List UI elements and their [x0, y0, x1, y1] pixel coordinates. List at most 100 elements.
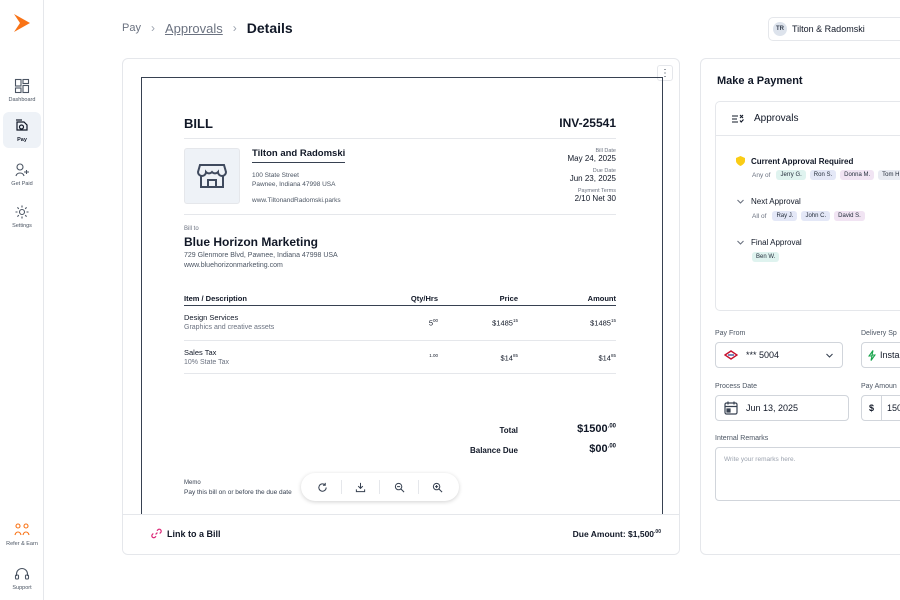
more-options-button[interactable]: ⋮ [657, 65, 673, 81]
delivery-speed-label: Delivery Sp [861, 330, 897, 337]
meta-value: 2/10 Net 30 [574, 194, 616, 203]
process-date-label: Process Date [715, 383, 758, 390]
zoom-in-button[interactable] [426, 477, 450, 497]
delivery-speed-value: Insta [880, 350, 900, 360]
sidebar-item-pay[interactable]: Pay [3, 112, 41, 148]
meta-value: Jun 23, 2025 [569, 174, 616, 183]
balance-due-label: Balance Due [469, 446, 518, 455]
approver-chip: Ray J. [772, 211, 798, 221]
step-title: Next Approval [751, 197, 801, 206]
sidebar: Dashboard Pay Get Paid Settings Refer & [0, 0, 44, 600]
link-icon [151, 528, 162, 539]
org-name: Tilton & Radomski [792, 24, 865, 34]
chevron-down-icon [737, 199, 744, 204]
divider [184, 340, 616, 341]
approver-chip: Jerry G. [776, 170, 806, 180]
column-header-price: Price [499, 294, 518, 303]
sidebar-item-dashboard[interactable]: Dashboard [3, 72, 41, 108]
column-header-qty: Qty/Hrs [410, 294, 438, 303]
total-label: Total [499, 426, 518, 435]
bank-logo-icon [724, 350, 738, 360]
pay-from-value: *** 5004 [746, 350, 780, 360]
chevron-down-icon [737, 240, 744, 245]
breadcrumb-approvals-link[interactable]: Approvals [164, 20, 223, 36]
breadcrumb-root[interactable]: Pay [122, 22, 141, 34]
step-title: Current Approval Required [751, 156, 854, 166]
zoom-out-button[interactable] [387, 477, 411, 497]
pay-amount-value: 150 [887, 403, 900, 413]
sidebar-item-refer-earn[interactable]: Refer & Earn [3, 516, 41, 552]
line-item-price: $148515 [492, 318, 518, 328]
support-icon [14, 567, 30, 580]
bill-to-website: www.bluehorizonmarketing.com [184, 262, 283, 269]
due-amount: Due Amount: $1,500.00 [572, 529, 661, 539]
storefront-icon [197, 164, 227, 188]
download-button[interactable] [349, 477, 373, 497]
approver-chip: John C. [801, 211, 831, 221]
memo-label: Memo [184, 480, 201, 486]
line-item-qty: 500 [428, 318, 438, 328]
rotate-icon [318, 482, 327, 492]
payment-terms: Payment Terms 2/10 Net 30 [575, 188, 616, 203]
delivery-speed-select[interactable]: Insta [861, 342, 900, 368]
step-title: Final Approval [751, 238, 802, 247]
sidebar-item-settings[interactable]: Settings [3, 198, 41, 234]
line-item-amount: $1485 [598, 353, 616, 363]
sidebar-item-label: Dashboard [8, 96, 36, 103]
approvals-header[interactable]: Approvals [716, 102, 900, 136]
sidebar-item-support[interactable]: Support [3, 560, 41, 596]
balance-due-value: $00.00 [589, 443, 616, 455]
pay-amount-label: Pay Amoun [861, 383, 897, 390]
vendor-name: Tilton and Radomski [252, 148, 346, 163]
pay-icon [16, 118, 28, 131]
approval-step-final[interactable]: Final Approval [736, 238, 802, 247]
vendor-logo [184, 148, 240, 204]
bill-to-name: Blue Horizon Marketing [184, 235, 319, 249]
dashboard-icon [14, 78, 30, 93]
total-value: $1500.00 [577, 423, 616, 435]
internal-remarks-textarea[interactable]: Write your remarks here. [715, 447, 900, 501]
sidebar-item-label: Settings [12, 222, 32, 229]
link-to-bill-button[interactable]: Link to a Bill [151, 528, 221, 539]
sidebar-item-label: Support [12, 584, 32, 591]
divider [184, 214, 616, 215]
toolbar-separator [417, 480, 419, 494]
divider [184, 305, 616, 306]
get-paid-icon [15, 162, 29, 176]
chevron-right-icon: › [232, 21, 237, 35]
process-date-picker[interactable]: Jun 13, 2025 [715, 395, 849, 421]
approver-chip: Ben W. [752, 252, 780, 262]
download-icon [356, 482, 366, 492]
line-item-name: Sales Tax [184, 348, 217, 357]
toolbar-separator [379, 480, 381, 494]
approver-chip: Donna M. [840, 170, 875, 180]
approver-chip: Ron S. [809, 170, 837, 180]
meta-label: Due Date [592, 168, 616, 174]
zoom-in-icon [432, 482, 443, 492]
toolbar-separator [341, 480, 343, 494]
pay-from-select[interactable]: *** 5004 [715, 342, 843, 368]
rotate-button[interactable] [310, 477, 334, 497]
bill-to-address: 729 Glenmore Blvd, Pawnee, Indiana 47998… [184, 252, 338, 259]
approver-chip: Tom H. [878, 170, 900, 180]
page-title: Details [246, 20, 293, 36]
make-payment-panel: Make a Payment Approvals Current Approva… [700, 58, 900, 555]
line-item-amount: $148515 [590, 318, 616, 328]
sidebar-item-label: Pay [17, 136, 27, 143]
approval-step-next[interactable]: Next Approval [736, 197, 801, 206]
pay-amount-input[interactable]: $ 150 [861, 395, 900, 421]
column-header-amount: Amount [587, 294, 616, 303]
pay-from-label: Pay From [715, 330, 746, 337]
document-toolbar [301, 473, 459, 501]
brand-logo-icon[interactable] [14, 14, 30, 32]
divider [184, 138, 616, 139]
org-avatar: TR [773, 22, 787, 36]
bill-title: BILL [184, 116, 213, 131]
approver-quantifier: All of [752, 212, 767, 220]
bill-date: Bill Date May 24, 2025 [568, 148, 616, 163]
calendar-icon [724, 401, 738, 415]
currency-symbol: $ [862, 396, 882, 420]
pending-badge-icon [736, 156, 745, 166]
organization-selector[interactable]: TR Tilton & Radomski [768, 17, 900, 41]
sidebar-item-get-paid[interactable]: Get Paid [3, 156, 41, 192]
